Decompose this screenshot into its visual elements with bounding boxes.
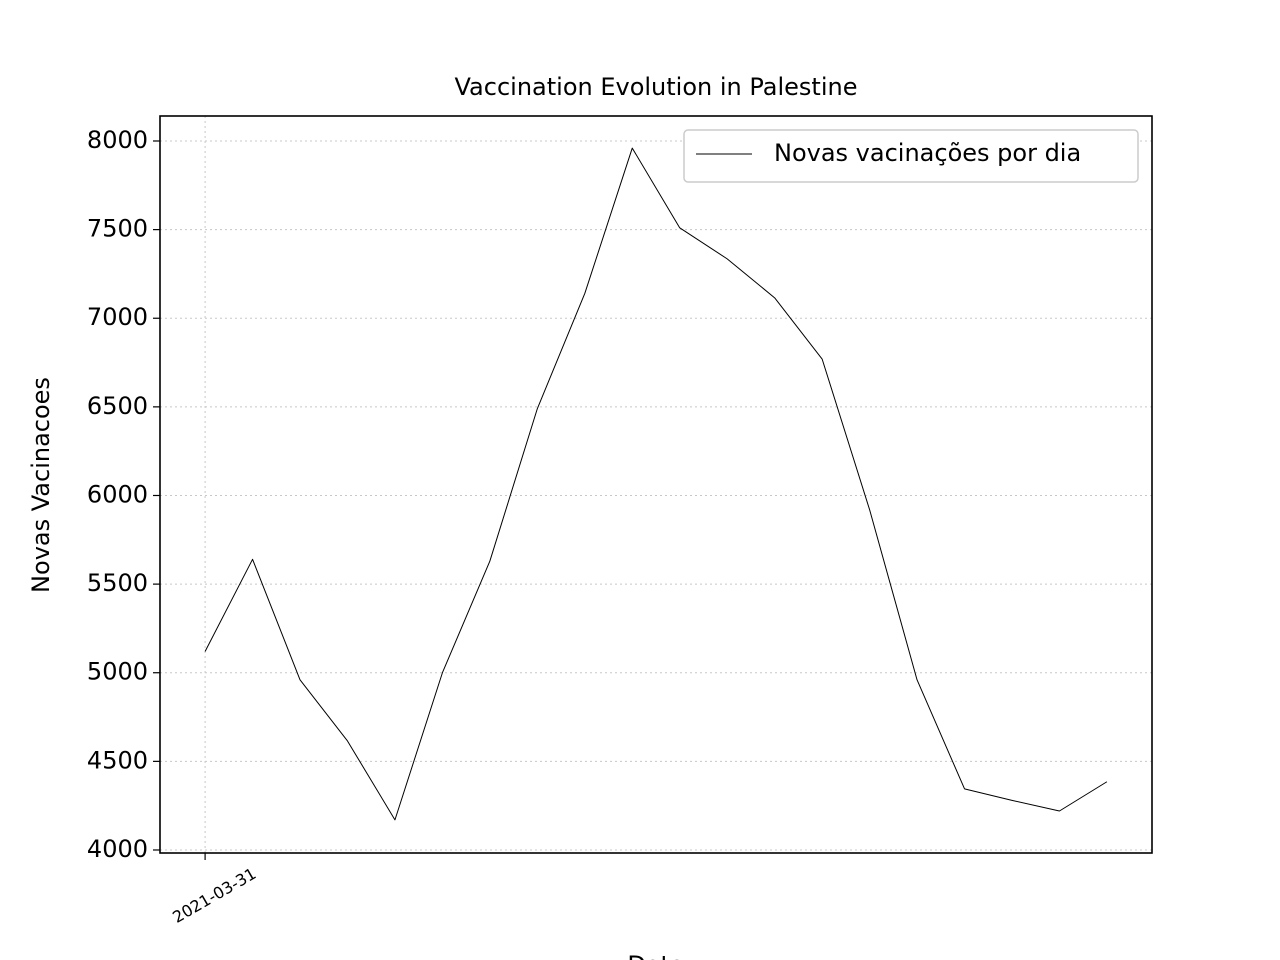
- y-tick-label: 5500: [87, 569, 148, 597]
- y-tick-label: 5000: [87, 658, 148, 686]
- y-axis-label: Novas Vacinacoes: [27, 377, 55, 593]
- y-tick-label: 7500: [87, 215, 148, 243]
- x-axis-label: Data: [627, 951, 684, 960]
- y-tick-label: 4500: [87, 746, 148, 774]
- y-tick-label: 6500: [87, 392, 148, 420]
- chart-title: Vaccination Evolution in Palestine: [455, 73, 858, 101]
- legend: Novas vacinações por dia: [683, 129, 1139, 183]
- data-line: [204, 147, 1108, 821]
- plot-frame: [159, 115, 1153, 854]
- legend-label: Novas vacinações por dia: [774, 139, 1081, 167]
- y-tick-label: 4000: [87, 835, 148, 863]
- legend-box: [683, 129, 1139, 183]
- y-tick-label: 6000: [87, 480, 148, 508]
- y-tick-label: 8000: [87, 126, 148, 154]
- y-tick-label: 7000: [87, 303, 148, 331]
